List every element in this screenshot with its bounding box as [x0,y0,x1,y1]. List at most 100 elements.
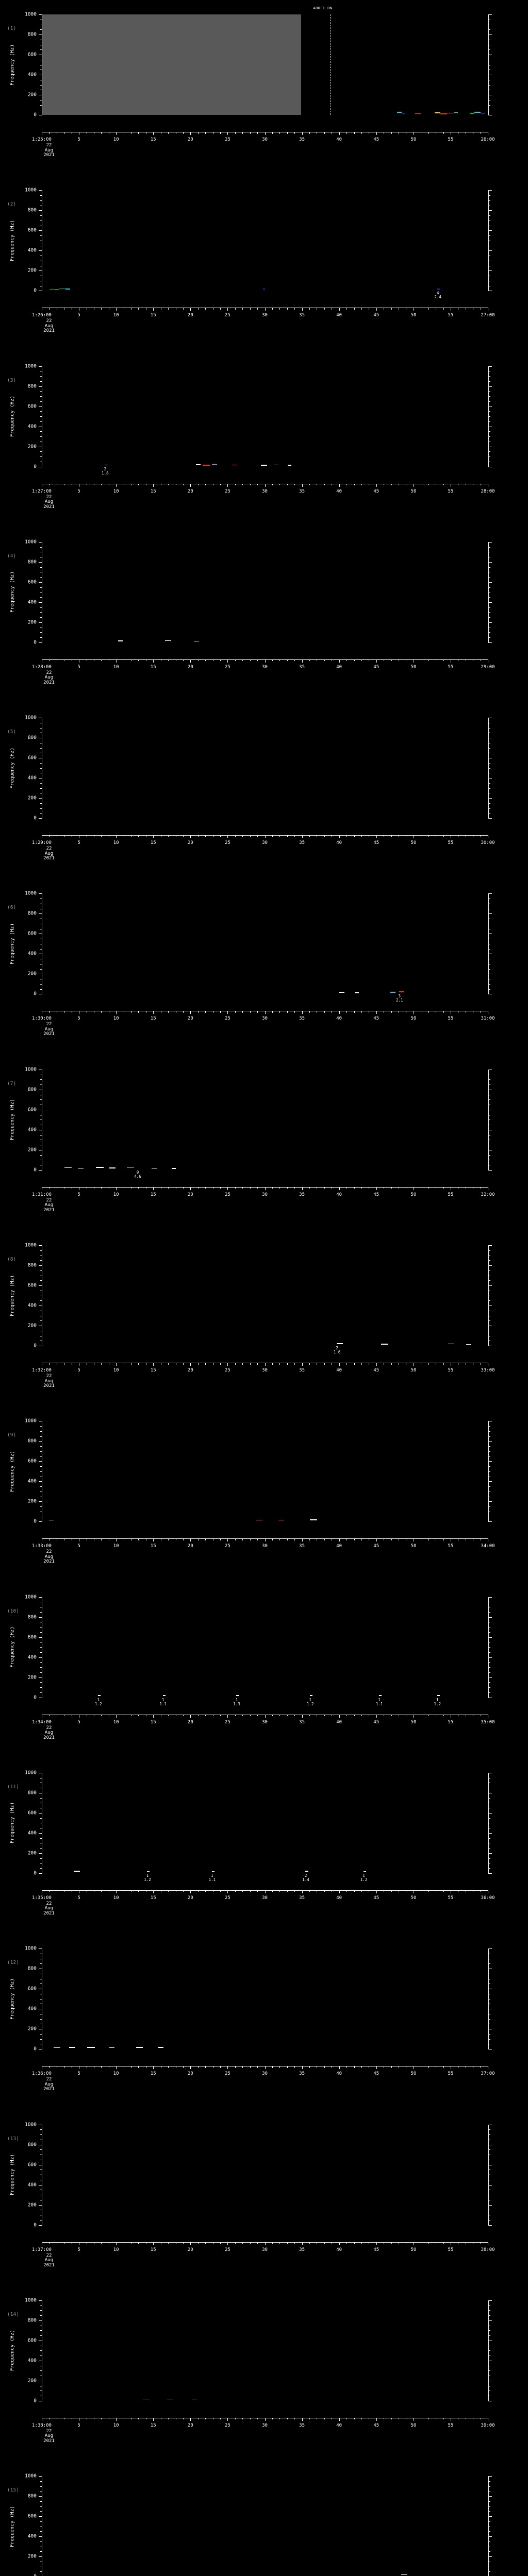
x-tick-major [153,2417,154,2421]
x-tick-minor [309,2066,310,2068]
detection-trace [158,2047,164,2048]
x-tick-major [376,2066,377,2070]
x-tick-minor [242,2417,243,2420]
date-line: 2021 [43,1383,55,1389]
x-tick-major [265,1714,266,1718]
y-tick-minor-right [488,748,490,749]
y-tick-minor-right [488,2355,490,2357]
y-tick-minor-right [488,1627,490,1628]
x-tick-label: 40 [336,1192,342,1197]
x-tick-label: 35 [299,137,305,142]
x-tick-minor [138,659,139,662]
date-line: Aug [44,851,54,856]
x-tick-major [227,659,228,663]
x-tick-major [302,1011,303,1014]
x-tick-label: 40 [336,2422,342,2428]
x-tick-minor [242,2242,243,2244]
y-tick-label: 200 [27,795,37,801]
x-tick-minor [279,1538,280,1540]
date-line: 22 [46,846,52,852]
y-tick-minor-right [488,2129,490,2130]
y-tick-label: 0 [34,464,37,470]
x-tick-label: 45 [373,1016,380,1022]
x-tick-minor [220,308,221,310]
x-tick-minor [220,2066,221,2068]
y-tick-minor-right [488,1300,490,1301]
x-tick-label: 50 [410,2071,417,2077]
x-tick-major [190,1363,191,1366]
x-tick-major [116,1538,117,1542]
y-tick-label: 1000 [25,2122,37,2128]
y-tick-minor [40,1963,42,1964]
x-tick-minor [49,1363,50,1365]
x-tick-label: 55 [448,1192,454,1197]
x-tick-minor [257,659,258,662]
y-tick-minor-right [488,762,490,764]
panel-number: (15) [7,2487,19,2494]
y-tick-label: 1000 [25,1770,37,1776]
y-tick-major [39,2300,42,2301]
y-tick-minor-right [488,1506,490,1507]
detection-trace [49,289,55,290]
y-tick-label: 600 [27,52,37,58]
x-tick-minor [242,1890,243,1892]
x-tick-major [227,1538,228,1542]
x-tick-minor [220,835,221,837]
x-tick-minor [168,132,169,134]
x-tick-major [153,1714,154,1718]
x-tick-label: 50 [410,2422,417,2428]
y-tick-major-right [488,562,492,563]
y-tick-major-right [488,1285,492,1286]
detection-trace [448,1343,455,1345]
x-tick-minor [309,1011,310,1013]
x-tick-minor [101,2066,102,2068]
x-tick-label: 25 [224,840,230,846]
y-tick-minor-right [488,215,490,216]
detection-trace [435,112,440,113]
x-tick-major [339,483,340,487]
y-tick-major-right [488,250,492,251]
x-tick-minor [242,132,243,134]
x-tick-label: 15 [150,313,156,318]
x-tick-major [302,835,303,839]
y-tick-minor-right [488,1798,490,1799]
plot-panel-15: (15)Frequency (Hz)100080060040020001:39:… [0,2462,528,2576]
x-tick-minor [220,1890,221,1892]
x-tick-minor [101,1890,102,1892]
date-line: 22 [46,2252,52,2258]
x-tick-minor [287,2242,288,2244]
y-tick-label: 800 [27,1262,37,1268]
x-tick-label: 55 [448,1016,454,1022]
y-tick-major-right [488,2496,492,2497]
x-tick-label: 40 [336,1719,342,1725]
y-tick-minor [40,2491,42,2492]
x-tick-minor [324,1011,325,1013]
x-tick-minor [279,132,280,134]
y-tick-major-right [488,2300,492,2301]
x-tick-label: 1:25:00 [32,137,52,142]
x-tick-label: 1:35:00 [32,1895,52,1901]
y-axis-title: Frequency (Hz) [9,396,15,437]
y-tick-minor-right [488,456,490,457]
x-tick-major [227,132,228,135]
y-tick-major-right [488,893,492,894]
x-tick-minor [287,1363,288,1365]
y-tick-minor [40,84,42,86]
detection-trace [211,464,218,465]
detection-trace [232,464,237,466]
x-tick-minor [272,1363,273,1365]
x-tick-minor [287,1714,288,1717]
x-tick-minor [242,2066,243,2068]
y-tick-minor-right [488,1155,490,1156]
x-tick-minor [279,1363,280,1365]
x-tick-minor [205,2417,206,2420]
x-tick-minor [324,1714,325,1717]
y-tick-minor [40,2310,42,2311]
plot-panel-10: (10) Frequency (Hz) 1 1.2 1 1.1 1 1.3 1 1.2 1 1.1 1 1… [0,1583,528,1758]
y-tick-minor [40,587,42,588]
y-tick-minor-right [488,376,490,377]
y-tick-minor-right [488,2149,490,2150]
y-tick-minor-right [488,577,490,578]
x-tick-minor [220,659,221,662]
x-tick-major [265,1187,266,1190]
